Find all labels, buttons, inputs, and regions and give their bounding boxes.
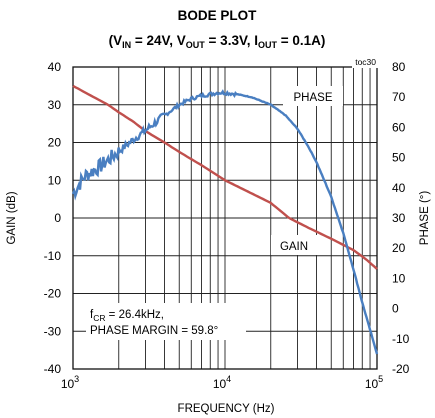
y-left-tick-label: 40 — [48, 60, 62, 74]
y-right-tick-label: 20 — [392, 241, 406, 255]
y-right-tick-label: 30 — [392, 211, 406, 225]
phase-series-label: PHASE — [294, 92, 333, 104]
chart-title: BODE PLOT — [178, 8, 258, 23]
y-left-tick-label: -10 — [44, 249, 62, 263]
y-left-tick-label: -20 — [44, 287, 62, 301]
y-left-tick-label: 20 — [48, 136, 62, 150]
crossover-frequency-annotation: fCR = 26.4kHz, — [90, 309, 164, 323]
y-axis-right-label: PHASE (°) — [419, 191, 431, 246]
y-right-tick-label: 80 — [392, 60, 406, 74]
y-right-tick-label: 0 — [392, 302, 399, 316]
figure-id-bg — [352, 57, 378, 68]
plot-grid — [73, 67, 377, 369]
y-right-tick-label: 50 — [392, 151, 406, 165]
x-tick-label: 103 — [61, 374, 79, 391]
phase-label-bg — [283, 86, 343, 106]
y-axis-left-label: GAIN (dB) — [6, 191, 18, 244]
x-axis-ticks: 103 104 105 — [61, 374, 383, 391]
phase-series-line — [71, 89, 379, 355]
y-left-tick-label: 0 — [54, 211, 61, 225]
y-left-tick-label: 30 — [48, 98, 62, 112]
y-axis-left-ticks: 40 30 20 10 0 -10 -20 -30 -40 — [44, 60, 62, 376]
chart-subtitle: (VIN = 24V, VOUT = 3.3V, IOUT = 0.1A) — [109, 33, 326, 50]
y-left-tick-label: 10 — [48, 173, 62, 187]
x-axis-label: FREQUENCY (Hz) — [178, 403, 275, 415]
y-axis-right-ticks: 80 70 60 50 40 30 20 10 0 -10 -20 — [392, 60, 410, 376]
y-right-tick-label: 10 — [392, 271, 406, 285]
y-left-tick-label: -30 — [44, 324, 62, 338]
figure-id: toc30 — [355, 57, 376, 67]
y-right-tick-label: -10 — [392, 332, 410, 346]
gain-label-bg — [271, 235, 317, 255]
y-right-tick-label: 40 — [392, 181, 406, 195]
y-left-tick-label: -40 — [44, 362, 62, 376]
y-right-tick-label: -20 — [392, 362, 410, 376]
plot-frame — [72, 66, 378, 370]
gain-series-label: GAIN — [280, 241, 308, 253]
x-tick-label: 104 — [213, 374, 231, 391]
y-right-tick-label: 60 — [392, 120, 406, 134]
phase-margin-annotation: PHASE MARGIN = 59.8° — [90, 325, 218, 337]
annotation-bg — [86, 303, 246, 340]
x-tick-label: 105 — [365, 374, 383, 391]
gain-series-line — [72, 84, 378, 270]
y-right-tick-label: 70 — [392, 90, 406, 104]
